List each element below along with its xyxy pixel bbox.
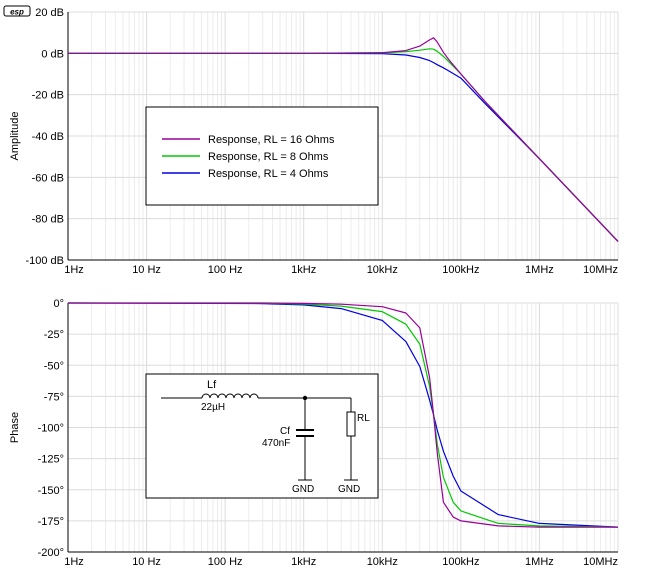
y-tick-label: -175° <box>38 516 64 528</box>
y-tick-label: -25° <box>44 329 64 341</box>
x-tick-label: 100 Hz <box>208 264 243 276</box>
y-tick-label: -60 dB <box>32 172 64 184</box>
x-tick-label: 1Hz <box>64 264 84 276</box>
x-tick-label: 100kHz <box>442 264 479 276</box>
legend-label-4-ohms: Response, RL = 4 Ohms <box>208 168 329 180</box>
x-tick-label: 1MHz <box>525 556 554 568</box>
x-tick-label: 1kHz <box>291 556 316 568</box>
resistor-symbol <box>346 411 356 437</box>
x-tick-label: 10 Hz <box>132 556 161 568</box>
inductor-value: 22µH <box>201 402 225 413</box>
y-tick-label: -50° <box>44 360 64 372</box>
schematic-inset: Lf 22µH Cf 470nF GND RL GND <box>145 373 379 499</box>
x-tick-label: 100kHz <box>442 556 479 568</box>
y-tick-label: -150° <box>38 485 64 497</box>
y-tick-label: -20 dB <box>32 90 64 102</box>
y-tick-label: -80 dB <box>32 214 64 226</box>
series-line-response-rl-16-ohms <box>68 302 618 528</box>
x-tick-label: 10kHz <box>367 556 398 568</box>
x-tick-label: 10kHz <box>367 264 398 276</box>
y-tick-label: 0 dB <box>41 48 64 60</box>
y-tick-label: 0° <box>53 298 64 310</box>
logo-text: esp <box>10 8 24 17</box>
y-tick-label: -75° <box>44 391 64 403</box>
inductor-symbol <box>201 393 259 399</box>
gnd-label-1: GND <box>292 484 314 495</box>
x-tick-label: 1Hz <box>64 556 84 568</box>
inductor-label: Lf <box>207 379 217 391</box>
gnd-label-2: GND <box>338 484 360 495</box>
y-tick-label: 20 dB <box>35 7 64 19</box>
capacitor-value: 470nF <box>262 438 290 449</box>
series-line-response-rl-4-ohms <box>67 302 619 528</box>
legend-label-8-ohms: Response, RL = 8 Ohms <box>208 151 329 163</box>
y-axis-title: Phase <box>9 412 21 443</box>
y-tick-label: -125° <box>38 454 64 466</box>
x-tick-label: 10MHz <box>583 556 618 568</box>
esp-logo: esp <box>3 5 31 17</box>
x-tick-label: 100 Hz <box>208 556 243 568</box>
y-tick-label: -40 dB <box>32 131 64 143</box>
y-tick-label: -100° <box>38 423 64 435</box>
legend-label-16-ohms: Response, RL = 16 Ohms <box>208 134 335 146</box>
x-tick-label: 10 Hz <box>132 264 161 276</box>
x-tick-label: 1MHz <box>525 264 554 276</box>
legend: Response, RL = 16 Ohms Response, RL = 8 … <box>145 106 379 206</box>
x-tick-label: 10MHz <box>583 264 618 276</box>
series-line-response-rl-16-ohms <box>68 37 619 242</box>
x-tick-label: 1kHz <box>291 264 316 276</box>
y-axis-title: Amplitude <box>9 112 21 161</box>
capacitor-label: Cf <box>280 426 290 437</box>
resistor-label: RL <box>357 413 370 424</box>
schematic-box <box>145 373 379 499</box>
y-tick-label: -200° <box>38 547 64 559</box>
y-tick-label: -100 dB <box>25 255 64 267</box>
